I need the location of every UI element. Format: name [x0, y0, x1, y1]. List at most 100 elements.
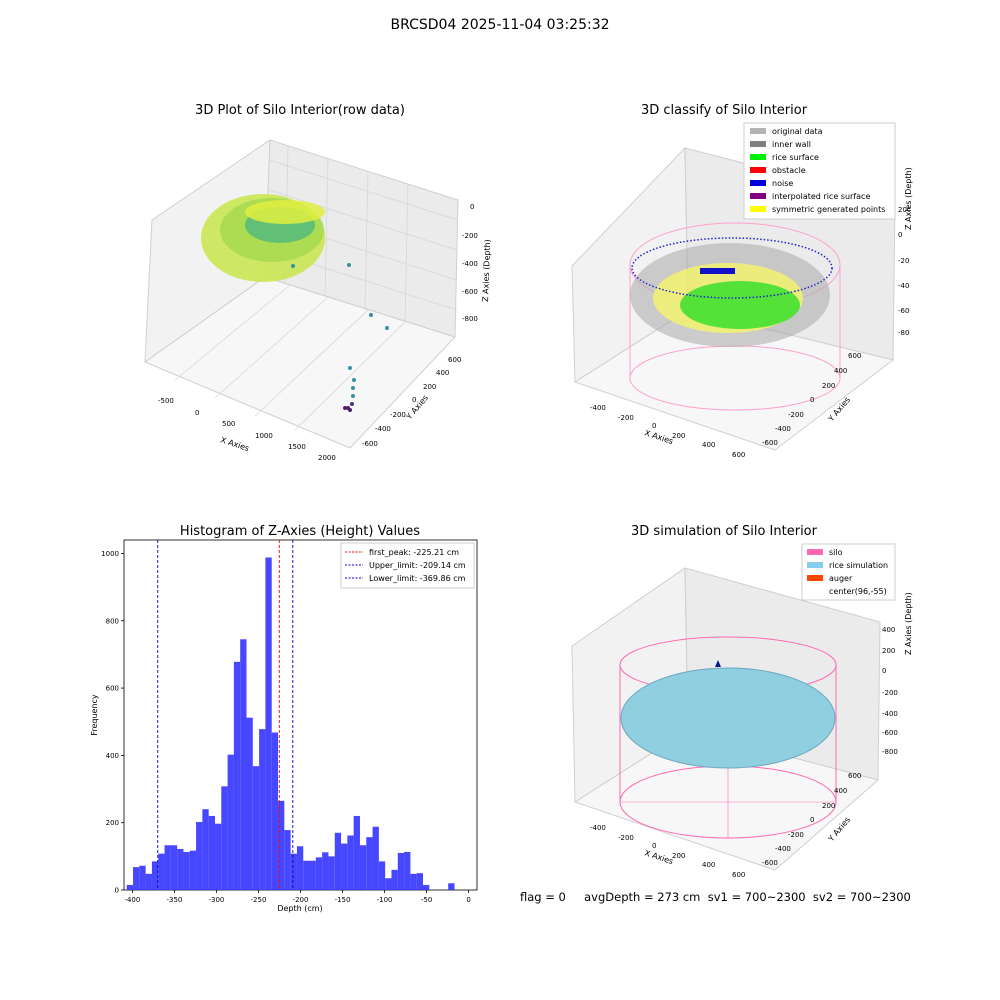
- histogram-bar: [139, 865, 146, 890]
- legend-inner-wall-swatch: [750, 141, 766, 147]
- histogram-bar: [385, 878, 392, 890]
- histogram-legend: first_peak: -225.21 cm Upper_limit: -209…: [340, 542, 475, 589]
- classify-ytick: 200: [822, 382, 835, 390]
- classify-z-ticks: 200 0 -200 -400 -600 -800: [898, 206, 910, 337]
- raw-y-label: Y Axies: [404, 393, 430, 422]
- histogram-bar: [391, 869, 398, 890]
- raw-floor-pane: [143, 276, 456, 449]
- histogram-bars: [126, 557, 455, 890]
- raw-point-cloud: [201, 194, 389, 412]
- histogram-y-tick-label: 200: [106, 819, 119, 827]
- simulation-xtick: 400: [702, 861, 715, 869]
- histogram-bar: [378, 861, 386, 890]
- classify-legend: original data inner wall rice surface ob…: [743, 122, 896, 220]
- histogram-bar: [322, 852, 329, 890]
- histogram-chart: -400 -350 -300 -250 -200 -150 -100 -50 0 0 200 400…: [90, 539, 478, 913]
- auger-marker: [715, 660, 721, 667]
- simulation-xtick: 600: [732, 871, 745, 879]
- simulation-xtick: 200: [672, 852, 685, 860]
- raw-points-rim: [245, 200, 325, 224]
- histogram-bar: [221, 786, 228, 890]
- raw-ytick: 600: [448, 356, 461, 364]
- histogram-bar: [353, 815, 360, 890]
- classify-x-label: X Axies: [643, 428, 674, 446]
- histogram-bar: [151, 861, 159, 890]
- raw-3d-plot: -500 0 500 1000 1500 2000 X Axies 600 40…: [143, 139, 492, 462]
- histogram-plot-area: [123, 539, 478, 891]
- legend-symmetric-swatch: [750, 206, 766, 212]
- histogram-bar: [290, 853, 297, 890]
- histogram-x-tick-label: -250: [251, 896, 267, 904]
- histogram-bar: [334, 832, 342, 890]
- classify-xtick: -400: [590, 404, 606, 412]
- legend-original-label: original data: [772, 127, 823, 136]
- legend-rice-simulation-label: rice simulation: [829, 561, 888, 570]
- classify-point-cloud: [629, 222, 841, 411]
- histogram-x-tick-label: -400: [124, 896, 140, 904]
- histogram-y-ticks: 0 200 400 600 800 1000: [101, 550, 124, 895]
- raw-ztick: -800: [462, 315, 478, 323]
- histogram-bar: [145, 873, 152, 890]
- raw-plot-title: 3D Plot of Silo Interior(row data): [195, 103, 405, 118]
- raw-ztick: -400: [462, 260, 478, 268]
- classify-plot-title: 3D classify of Silo Interior: [640, 103, 808, 118]
- simulation-xtick: 0: [652, 842, 656, 850]
- classify-3d-plot: -400 -200 0 200 400 600 X Axies 600 400 …: [571, 122, 910, 459]
- raw-ytick: -600: [362, 440, 378, 448]
- status-footer: flag = 0 avgDepth = 273 cm sv1 = 700~230…: [520, 890, 911, 904]
- histogram-bar: [133, 867, 140, 890]
- histogram-x-label: Depth (cm): [277, 904, 322, 913]
- legend-rice-surface-label: rice surface: [772, 153, 819, 162]
- classify-xtick: 200: [672, 432, 685, 440]
- classify-y-ticks: 600 400 200 0 -200 -400 -600: [762, 352, 861, 447]
- legend-interpolated-swatch: [750, 193, 766, 199]
- classify-ztick: -800: [898, 329, 910, 337]
- histogram-x-tick-label: -50: [421, 896, 432, 904]
- classify-ytick: 400: [834, 367, 847, 375]
- histogram-x-tick-label: -100: [377, 896, 393, 904]
- legend-obstacle-label: obstacle: [772, 166, 806, 175]
- histogram-y-tick-label: 600: [106, 685, 119, 693]
- classify-xtick: 0: [652, 422, 656, 430]
- rice-simulation-surface: [620, 667, 836, 769]
- histogram-x-tick-label: -150: [335, 896, 351, 904]
- histogram-bar: [328, 856, 335, 890]
- simulation-x-label: X Axies: [643, 848, 674, 866]
- classify-ztick: 200: [898, 206, 910, 214]
- raw-x-label: X Axies: [219, 435, 250, 453]
- legend-silo-swatch: [807, 549, 823, 555]
- legend-original-swatch: [750, 128, 766, 134]
- legend-auger-label: auger: [829, 574, 853, 583]
- classify-z-label: Z Axies (Depth): [904, 167, 913, 230]
- simulation-legend: silo rice simulation auger center(96,-55…: [801, 543, 896, 601]
- histogram-bar: [246, 717, 253, 890]
- legend-symmetric-label: symmetric generated points: [772, 205, 885, 214]
- simulation-ztick: 400: [882, 626, 895, 634]
- classify-ytick: -600: [762, 439, 778, 447]
- simulation-ytick: -400: [775, 845, 791, 853]
- histogram-bar: [347, 835, 354, 890]
- raw-z-label: Z Axies (Depth): [481, 239, 492, 302]
- histogram-bar: [196, 822, 203, 890]
- simulation-ztick: -200: [882, 689, 898, 697]
- histogram-bar: [278, 800, 285, 890]
- raw-xtick: 2000: [318, 454, 336, 462]
- simulation-ztick: -400: [882, 710, 898, 718]
- simulation-ytick: 200: [822, 802, 835, 810]
- histogram-y-tick-label: 800: [106, 617, 119, 625]
- simulation-ztick: 200: [882, 647, 895, 655]
- histogram-reference-lines: [157, 540, 294, 890]
- raw-xtick: 0: [195, 409, 199, 417]
- histogram-bar: [315, 857, 323, 890]
- raw-xtick: 500: [222, 420, 235, 428]
- classify-xtick: 600: [732, 451, 745, 459]
- simulation-ytick: -200: [788, 831, 804, 839]
- legend-silo-label: silo: [829, 548, 843, 557]
- histogram-y-tick-label: 1000: [101, 550, 119, 558]
- histogram-bar: [189, 850, 197, 890]
- simulation-z-ticks: 400 200 0 -200 -400 -600 -800: [882, 626, 898, 756]
- legend-first-peak-label: first_peak: -225.21 cm: [369, 548, 459, 557]
- histogram-bar: [158, 853, 165, 890]
- histogram-bar: [341, 843, 348, 890]
- histogram-bar: [416, 873, 423, 890]
